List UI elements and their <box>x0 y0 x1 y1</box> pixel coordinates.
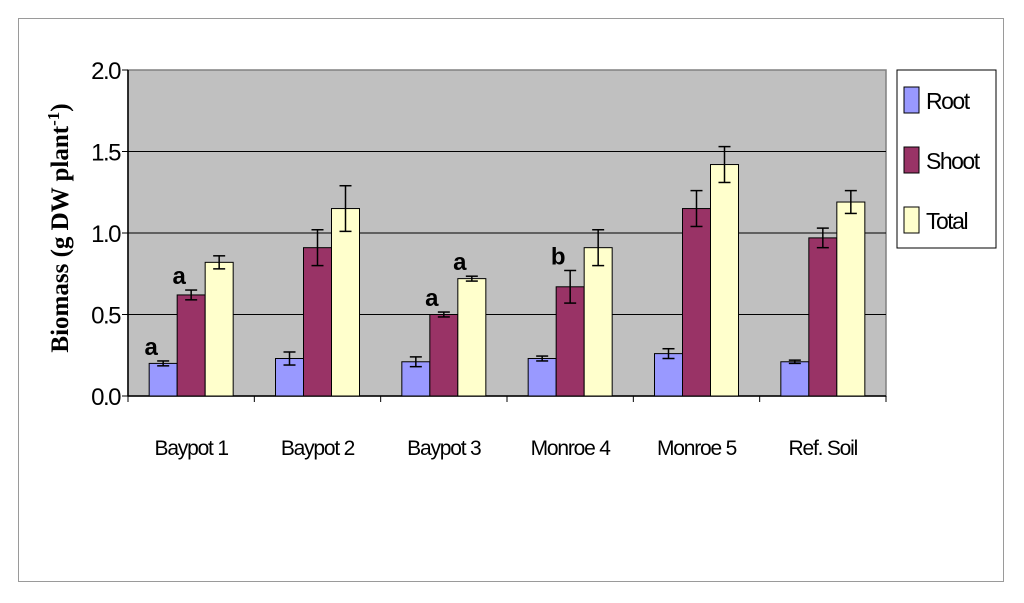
legend-swatch <box>903 206 920 234</box>
bar-total <box>457 278 487 397</box>
bar-root <box>654 353 683 397</box>
bar-total <box>204 261 234 397</box>
bar-shoot <box>176 294 206 397</box>
x-category-label: Baypot 2 <box>281 437 355 460</box>
significance-label: a <box>172 263 186 290</box>
y-axis-label-close: ) <box>47 103 74 111</box>
bar-root <box>401 361 431 397</box>
y-tick-label: 0.5 <box>91 303 121 330</box>
legend-swatch <box>903 86 920 114</box>
x-category-label: Ref. Soil <box>789 437 858 460</box>
bar-shoot <box>303 247 332 397</box>
legend-label: Shoot <box>926 148 981 174</box>
y-tick-label: 0.0 <box>91 384 121 411</box>
x-category-label: Baypot 3 <box>407 437 481 460</box>
y-tick-label: 1.5 <box>91 140 121 167</box>
x-category-label: Monroe 4 <box>531 437 612 460</box>
bar-total <box>836 201 866 397</box>
bar-root <box>780 361 810 397</box>
bar-root <box>148 362 178 397</box>
y-tick-label: 1.0 <box>91 221 121 248</box>
x-category-label: Monroe 5 <box>657 437 737 460</box>
significance-label: a <box>453 249 467 276</box>
bar-shoot <box>808 237 838 397</box>
legend-label: Total <box>926 208 967 234</box>
bar-root <box>527 358 557 397</box>
significance-label: a <box>144 334 158 361</box>
bar-total <box>710 164 739 397</box>
y-axis-label: Biomass (g DW plant-1) <box>44 103 75 352</box>
bar-total <box>583 247 613 397</box>
bar-total <box>331 208 360 397</box>
significance-label: a <box>425 285 439 312</box>
legend-swatch <box>903 146 920 174</box>
bar-shoot <box>682 208 711 397</box>
bar-shoot <box>429 314 459 397</box>
legend-label: Root <box>926 88 971 114</box>
y-axis-label-superscript: -1 <box>44 112 63 126</box>
y-tick-label: 2.0 <box>91 58 121 85</box>
x-category-label: Baypot 1 <box>155 437 229 460</box>
significance-label: b <box>551 243 566 270</box>
